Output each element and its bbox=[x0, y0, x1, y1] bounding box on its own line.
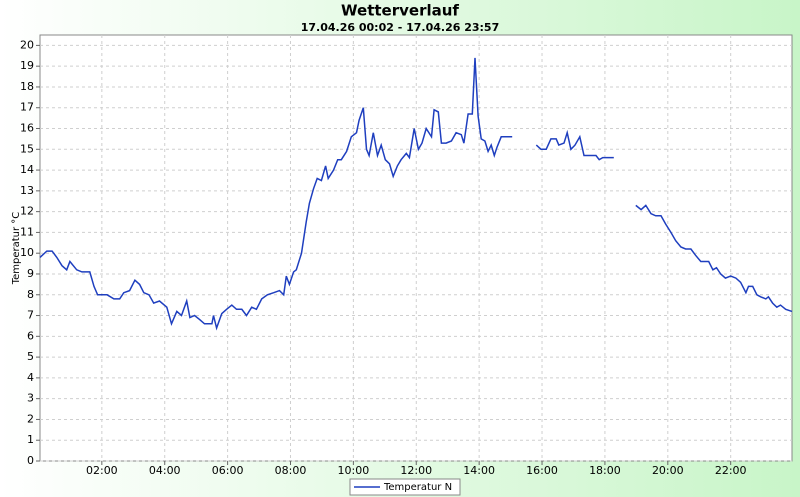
x-tick-label: 18:00 bbox=[589, 464, 621, 477]
y-tick-label: 12 bbox=[20, 205, 34, 218]
y-tick-label: 15 bbox=[20, 142, 34, 155]
y-tick-label: 7 bbox=[27, 309, 34, 322]
y-tick-label: 0 bbox=[27, 454, 34, 467]
y-tick-label: 6 bbox=[27, 329, 34, 342]
y-tick-label: 18 bbox=[20, 80, 34, 93]
y-tick-label: 13 bbox=[20, 184, 34, 197]
y-tick-label: 5 bbox=[27, 350, 34, 363]
chart-title: Wetterverlauf bbox=[341, 2, 459, 20]
y-tick-label: 2 bbox=[27, 412, 34, 425]
x-tick-label: 12:00 bbox=[400, 464, 432, 477]
legend bbox=[349, 478, 461, 496]
y-tick-label: 10 bbox=[20, 246, 34, 259]
legend-label: Temperatur N bbox=[383, 482, 452, 493]
x-tick-label: 10:00 bbox=[338, 464, 370, 477]
x-tick-label: 06:00 bbox=[212, 464, 244, 477]
x-tick-label: 22:00 bbox=[715, 464, 747, 477]
y-tick-label: 4 bbox=[27, 371, 34, 384]
y-tick-label: 9 bbox=[27, 267, 34, 280]
x-tick-label: 02:00 bbox=[86, 464, 118, 477]
y-tick-label: 3 bbox=[27, 392, 34, 405]
y-tick-label: 17 bbox=[20, 101, 34, 114]
x-tick-label: 14:00 bbox=[463, 464, 495, 477]
x-tick-label: 04:00 bbox=[149, 464, 181, 477]
data-line bbox=[39, 57, 793, 331]
x-tick-label: 16:00 bbox=[526, 464, 558, 477]
x-tick-label: 20:00 bbox=[652, 464, 684, 477]
y-tick-label: 16 bbox=[20, 122, 34, 135]
y-tick-label: 14 bbox=[20, 163, 34, 176]
y-tick-label: 20 bbox=[20, 38, 34, 51]
y-tick-label: 1 bbox=[27, 433, 34, 446]
y-axis-label: Temperatur °C bbox=[11, 212, 22, 286]
y-tick-label: 19 bbox=[20, 59, 34, 72]
y-tick-label: 11 bbox=[20, 225, 34, 238]
y-tick-label: 8 bbox=[27, 288, 34, 301]
x-tick-label: 08:00 bbox=[275, 464, 307, 477]
chart-subtitle: 17.04.26 00:02 - 17.04.26 23:57 bbox=[301, 21, 499, 34]
